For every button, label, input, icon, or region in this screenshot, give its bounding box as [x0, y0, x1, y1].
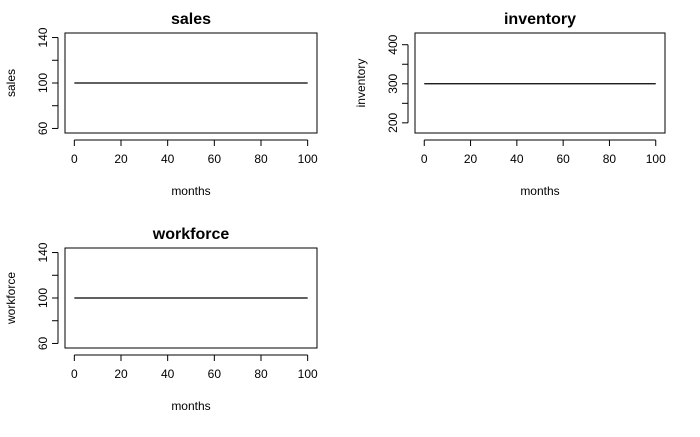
plot-box — [64, 32, 318, 134]
x-tick-label: 40 — [161, 367, 175, 381]
panel-workforce: workforce 0 20 40 60 80 100 months 60 100 140 workf… — [4, 226, 318, 413]
y-tick-label: 200 — [386, 113, 400, 133]
x-tick-label: 100 — [298, 152, 318, 166]
x-tick-label: 20 — [464, 152, 478, 166]
x-tick-label: 0 — [421, 152, 428, 166]
x-tick-label: 0 — [71, 367, 78, 381]
y-axis-label: sales — [4, 69, 18, 97]
x-axis-label: months — [171, 399, 210, 413]
x-tick-label: 80 — [603, 152, 617, 166]
chart-title: workforce — [152, 226, 230, 243]
x-tick-label: 20 — [114, 367, 128, 381]
y-tick-label: 60 — [36, 121, 50, 135]
x-tick-label: 80 — [254, 367, 268, 381]
panel-sales: sales 0 20 40 60 80 100 months 60 100 140 sales — [4, 11, 318, 198]
x-tick-label: 100 — [298, 367, 318, 381]
x-tick-label: 40 — [510, 152, 524, 166]
y-tick-label: 100 — [36, 288, 50, 308]
x-tick-label: 60 — [208, 152, 222, 166]
x-tick-label: 60 — [556, 152, 570, 166]
x-axis-label: months — [171, 184, 210, 198]
y-tick-label: 140 — [36, 242, 50, 262]
y-tick-label: 140 — [36, 27, 50, 47]
y-tick-label: 100 — [36, 73, 50, 93]
plot-box — [64, 247, 318, 349]
plot-box — [414, 32, 666, 134]
y-tick-label: 400 — [386, 34, 400, 54]
y-tick-label: 300 — [386, 73, 400, 93]
x-tick-label: 40 — [161, 152, 175, 166]
x-tick-label: 80 — [254, 152, 268, 166]
x-axis-label: months — [520, 184, 559, 198]
x-tick-label: 0 — [71, 152, 78, 166]
y-axis-label: workforce — [4, 272, 18, 325]
chart-title: sales — [171, 11, 211, 28]
y-axis-label: inventory — [354, 59, 368, 108]
chart-title: inventory — [504, 11, 576, 28]
x-tick-label: 100 — [646, 152, 666, 166]
y-tick-label: 60 — [36, 336, 50, 350]
x-tick-label: 20 — [114, 152, 128, 166]
x-tick-label: 60 — [208, 367, 222, 381]
panel-inventory: inventory 0 20 40 60 80 100 months 200 300 400 inve… — [354, 11, 666, 198]
